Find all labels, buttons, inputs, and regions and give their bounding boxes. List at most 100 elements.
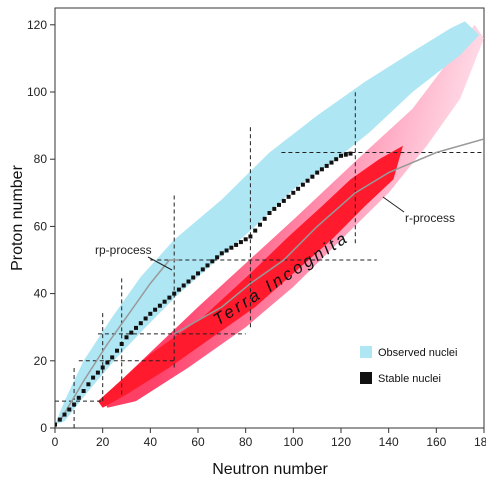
stable-nucleus-mark (253, 228, 258, 233)
stable-nucleus-mark (291, 190, 296, 195)
stable-nucleus-mark (119, 342, 124, 346)
y-axis-ticks: 0 20 40 60 80 100 120 (27, 18, 55, 435)
stable-nucleus-mark (348, 151, 353, 156)
stable-nucleus-mark (110, 355, 115, 360)
stable-nucleus-mark (219, 251, 224, 256)
stable-nucleus-mark (91, 375, 96, 380)
stable-nucleus-mark (172, 291, 177, 296)
x-tick-label: 140 (379, 435, 399, 449)
stable-nucleus-mark (272, 206, 277, 211)
legend-stable-swatch (360, 372, 372, 384)
x-tick-label: 180 (474, 435, 486, 449)
r-process-path (173, 138, 484, 335)
x-tick-label: 20 (96, 435, 110, 449)
stable-nucleus-mark (157, 303, 162, 308)
stable-nucleus-mark (262, 216, 267, 221)
stable-nucleus-mark (81, 389, 86, 393)
x-tick-label: 160 (426, 435, 446, 449)
stable-nucleus-mark (238, 240, 243, 245)
legend-observed-swatch (360, 346, 372, 358)
stable-nucleus-mark (234, 242, 239, 247)
stable-nucleus-mark (176, 287, 181, 292)
x-axis-title: Neutron number (212, 461, 328, 478)
stable-nucleus-mark (148, 311, 153, 316)
stable-nucleus-mark (305, 178, 310, 183)
x-axis-ticks: 0 20 40 60 80 100 120 140 160 180 (52, 428, 486, 449)
x-tick-label: 80 (239, 435, 253, 449)
legend-stable-label: Stable nuclei (378, 373, 441, 385)
stable-nucleus-mark (55, 422, 57, 427)
stable-nucleus-mark (143, 316, 148, 321)
stable-nuclei (55, 151, 353, 427)
stable-nucleus-mark (115, 348, 119, 353)
y-tick-label: 80 (34, 152, 48, 166)
stable-nucleus-mark (215, 255, 220, 260)
r-process-pointer (382, 196, 405, 213)
stable-nucleus-mark (134, 325, 138, 330)
stable-nucleus-mark (186, 279, 191, 284)
rp-process-path (59, 259, 179, 422)
stable-nucleus-mark (57, 417, 62, 422)
x-tick-label: 0 (52, 435, 59, 449)
stable-nucleus-mark (319, 167, 324, 172)
stable-nucleus-mark (100, 365, 105, 370)
stable-nucleus-mark (129, 330, 134, 335)
magic-number-lines (55, 92, 484, 428)
stable-nucleus-mark (248, 234, 253, 239)
stable-nucleus-mark (205, 263, 210, 268)
stable-nucleus-mark (229, 245, 234, 250)
stable-nucleus-mark (95, 370, 100, 375)
stable-nucleus-mark (324, 163, 329, 168)
stable-nucleus-mark (62, 412, 67, 417)
stable-nucleus-mark (296, 186, 301, 191)
stable-nucleus-mark (339, 153, 343, 158)
x-tick-label: 100 (283, 435, 303, 449)
stable-nucleus-mark (286, 194, 291, 199)
stable-nucleus-mark (153, 307, 158, 312)
stable-nucleus-mark (281, 198, 286, 203)
stable-nucleus-mark (124, 335, 129, 340)
stable-nucleus-mark (243, 237, 248, 242)
x-tick-label: 120 (331, 435, 351, 449)
stable-nucleus-mark (162, 299, 167, 304)
x-tick-label: 40 (144, 435, 158, 449)
y-tick-label: 40 (34, 287, 48, 301)
r-process-label: r-process (405, 211, 455, 225)
stable-nucleus-mark (86, 382, 91, 387)
y-tick-label: 20 (34, 354, 48, 368)
stable-nucleus-mark (138, 321, 143, 326)
stable-nucleus-mark (72, 402, 77, 407)
stable-nucleus-mark (334, 157, 339, 162)
stable-nucleus-mark (181, 283, 186, 288)
stable-nucleus-mark (200, 267, 205, 272)
terra-incognita-fade (102, 24, 484, 408)
stable-nucleus-mark (315, 170, 320, 175)
stable-nucleus-mark (210, 259, 215, 264)
stable-nucleus-mark (300, 182, 305, 187)
stable-nucleus-mark (105, 360, 110, 365)
y-tick-label: 60 (34, 219, 48, 233)
stable-nucleus-mark (277, 202, 281, 207)
stable-nucleus-mark (191, 275, 196, 280)
observed-nuclei-band (55, 21, 480, 425)
stable-nucleus-mark (343, 152, 348, 157)
stable-nucleus-mark (67, 407, 72, 412)
legend: Observed nuclei Stable nuclei (360, 346, 458, 385)
y-tick-label: 100 (27, 85, 47, 99)
stable-nucleus-mark (310, 174, 315, 179)
y-tick-label: 120 (27, 18, 47, 32)
stable-nucleus-mark (267, 211, 272, 215)
stable-nucleus-mark (76, 395, 81, 400)
y-tick-label: 0 (40, 421, 47, 435)
stable-nucleus-mark (224, 248, 229, 253)
rp-process-pointer (147, 256, 173, 271)
stable-nucleus-mark (167, 295, 172, 300)
stable-nucleus-mark (329, 160, 334, 165)
rp-process-label: rp-process (95, 243, 152, 257)
legend-observed-label: Observed nuclei (378, 347, 458, 359)
y-axis-title: Proton number (9, 164, 26, 271)
x-tick-label: 60 (191, 435, 205, 449)
stable-nucleus-mark (196, 271, 200, 276)
stable-nucleus-mark (258, 222, 262, 227)
